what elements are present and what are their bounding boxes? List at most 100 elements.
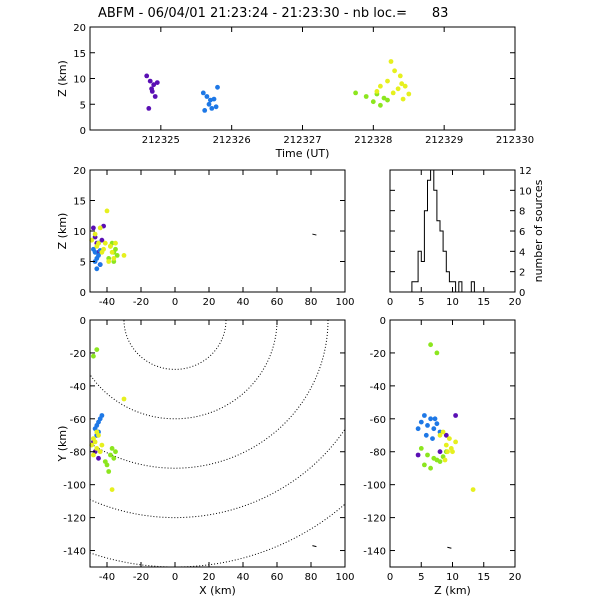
data-point-blue <box>432 416 438 422</box>
data-point-green <box>428 465 433 471</box>
data-point-yellow <box>402 83 408 89</box>
data-point-yellow <box>443 442 449 448</box>
data-point-purple <box>146 106 152 111</box>
data-point-purple <box>149 86 155 92</box>
histogram-bar <box>415 282 418 292</box>
y-tick-label: 10 <box>73 75 86 86</box>
data-point-yellow <box>378 83 383 89</box>
histogram-bar <box>443 251 446 292</box>
data-point-blue <box>92 259 98 264</box>
data-point-yellow <box>109 249 115 255</box>
x-tick-label: 20 <box>509 297 522 308</box>
x-tick-label: 100 <box>335 297 354 308</box>
x-tick-label: -20 <box>133 572 149 583</box>
data-point-purple <box>154 80 160 85</box>
y-tick-label: 10 <box>73 227 86 238</box>
data-point-yellow <box>104 208 110 214</box>
station-marker <box>312 545 317 548</box>
x-tick-label: -40 <box>99 572 115 583</box>
data-point-yellow <box>92 439 98 445</box>
data-point-purple <box>415 452 421 458</box>
data-point-blue <box>208 97 213 103</box>
plot-frame <box>389 319 516 568</box>
data-point-yellow <box>395 86 401 92</box>
panel-time-altitude: 212325 212326 212327 212328 212329 212330 0 5 10… <box>56 23 534 160</box>
data-point-blue <box>430 436 435 441</box>
data-point-blue <box>204 94 210 99</box>
y-tick-label: -80 <box>370 448 386 459</box>
data-point-yellow <box>374 89 380 94</box>
x-tick-label: 40 <box>237 297 250 308</box>
data-point-blue <box>202 108 208 113</box>
x-axis-title: X (km) <box>199 584 236 597</box>
range-circle <box>90 428 345 519</box>
x-tick-label: 212327 <box>283 135 321 146</box>
data-point-blue <box>209 106 215 111</box>
data-point-yellow <box>111 256 117 261</box>
histogram-step-line <box>411 169 475 293</box>
x-tick-label: -40 <box>99 297 115 308</box>
data-point-green <box>425 452 430 458</box>
histogram-bar <box>431 170 434 292</box>
data-point-blue <box>211 96 217 102</box>
panel-x-altitude: -40 -20 0 20 40 60 80 100 0 5 10 15 20 Z (km) <box>56 166 355 308</box>
data-point-yellow <box>109 487 115 492</box>
data-point-purple <box>151 82 157 88</box>
x-tick-label: 20 <box>203 297 216 308</box>
y-tick-label: -120 <box>63 514 86 525</box>
data-point-green <box>102 459 108 464</box>
data-point-yellow <box>113 240 118 246</box>
data-point-yellow <box>96 240 101 246</box>
x-tick-label: 0 <box>172 572 178 583</box>
data-point-green <box>108 452 113 458</box>
histogram-bar <box>437 221 440 292</box>
data-point-yellow <box>121 396 127 402</box>
data-point-green <box>353 90 358 96</box>
data-point-green <box>114 253 120 258</box>
y-tick-label: 5 <box>80 100 86 111</box>
y-tick-label: 2 <box>519 268 525 279</box>
data-point-purple <box>147 78 153 84</box>
data-point-yellow <box>397 73 403 79</box>
data-point-blue <box>425 423 430 428</box>
x-tick-label: 212325 <box>142 135 180 146</box>
data-point-green <box>434 457 440 463</box>
data-point-blue <box>215 84 220 90</box>
data-point-yellow <box>440 429 446 435</box>
plot-frame <box>89 319 346 568</box>
data-point-green <box>418 446 424 451</box>
data-point-purple <box>99 237 105 243</box>
data-point-green <box>91 353 96 359</box>
plot-frame <box>89 26 516 131</box>
data-point-yellow <box>442 457 448 463</box>
x-tick-label: 212330 <box>496 135 534 146</box>
y-tick-label: -100 <box>363 481 386 492</box>
data-point-yellow <box>91 452 96 458</box>
x-tick-label: 10 <box>446 572 459 583</box>
x-tick-label: 40 <box>237 572 250 583</box>
y-axis-title: Z (km) <box>56 213 69 250</box>
station-marker <box>312 233 317 236</box>
data-point-yellow <box>121 253 127 258</box>
data-point-blue <box>423 432 429 438</box>
y-tick-label: -80 <box>70 448 86 459</box>
data-point-yellow <box>450 449 455 455</box>
y-tick-label: 6 <box>519 227 525 238</box>
y-tick-label: -120 <box>363 514 386 525</box>
data-point-green <box>370 99 376 105</box>
y-tick-label: 0 <box>519 288 525 299</box>
data-point-blue <box>213 104 219 110</box>
y-tick-label: 0 <box>80 126 86 137</box>
data-point-purple <box>443 432 449 438</box>
y-tick-label: 20 <box>73 23 86 34</box>
x-tick-label: -20 <box>133 297 149 308</box>
data-point-yellow <box>445 449 450 455</box>
y-tick-label: 10 <box>519 186 532 197</box>
data-point-blue <box>431 426 437 432</box>
y-tick-label: 0 <box>380 316 386 327</box>
data-point-yellow <box>94 446 100 451</box>
data-point-blue <box>206 101 212 107</box>
data-point-blue <box>422 413 427 418</box>
